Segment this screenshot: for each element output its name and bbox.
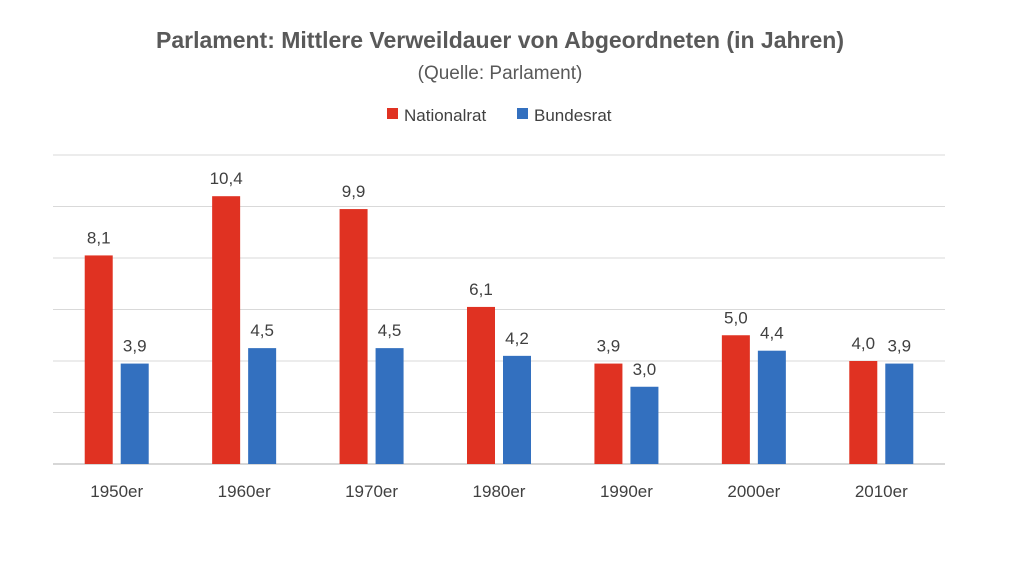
data-label-bundesrat-1960er: 4,5: [250, 321, 274, 340]
data-label-bundesrat-1990er: 3,0: [633, 360, 657, 379]
data-label-bundesrat-1970er: 4,5: [378, 321, 402, 340]
bar-nationalrat-1970er: [339, 209, 368, 464]
bars: [84, 196, 914, 464]
data-labels: 8,1 3,9 10,4 4,5 9,9 4,5 6,1 4,2 3,9 3,0 5,0 4,4 4,0…: [87, 169, 911, 379]
legend-swatch-bundesrat: [517, 108, 528, 119]
bar-bundesrat-1990er: [630, 386, 659, 464]
x-tick-label-2000er: 2000er: [727, 482, 780, 501]
data-label-nationalrat-1970er: 9,9: [342, 182, 366, 201]
bar-bundesrat-1960er: [248, 348, 277, 464]
x-tick-label-1980er: 1980er: [473, 482, 526, 501]
gridlines: [53, 154, 945, 465]
chart-subtitle: (Quelle: Parlament): [418, 63, 583, 84]
legend-swatch-nationalrat: [387, 108, 398, 119]
bar-bundesrat-1980er: [503, 355, 531, 464]
bar-nationalrat-2000er: [721, 335, 750, 464]
data-label-nationalrat-1980er: 6,1: [469, 280, 493, 299]
x-tick-label-1990er: 1990er: [600, 482, 653, 501]
data-label-bundesrat-2010er: 3,9: [887, 337, 911, 356]
bar-nationalrat-2010er: [849, 361, 878, 464]
data-label-bundesrat-2000er: 4,4: [760, 324, 784, 343]
bar-nationalrat-1960er: [212, 196, 241, 464]
data-label-bundesrat-1950er: 3,9: [123, 337, 147, 356]
legend: Nationalrat Bundesrat: [387, 106, 612, 125]
x-tick-label-2010er: 2010er: [855, 482, 908, 501]
bar-nationalrat-1950er: [84, 255, 113, 464]
data-label-nationalrat-2000er: 5,0: [724, 308, 748, 327]
bar-nationalrat-1990er: [594, 363, 623, 464]
chart-title: Parlament: Mittlere Verweildauer von Abg…: [156, 27, 844, 53]
bar-nationalrat-1980er: [467, 306, 495, 464]
legend-label-bundesrat: Bundesrat: [534, 106, 612, 125]
legend-label-nationalrat: Nationalrat: [404, 106, 486, 125]
bar-bundesrat-1970er: [375, 348, 404, 464]
x-axis-tick-labels: 1950er 1960er 1970er 1980er 1990er 2000er 2010…: [90, 482, 908, 501]
x-tick-label-1960er: 1960er: [218, 482, 271, 501]
bar-bundesrat-1950er: [120, 363, 149, 464]
data-label-bundesrat-1980er: 4,2: [505, 329, 529, 348]
data-label-nationalrat-1990er: 3,9: [597, 337, 621, 356]
data-label-nationalrat-1960er: 10,4: [210, 169, 243, 188]
bar-bundesrat-2010er: [885, 363, 914, 464]
x-tick-label-1970er: 1970er: [345, 482, 398, 501]
bar-bundesrat-2000er: [757, 350, 786, 464]
data-label-nationalrat-1950er: 8,1: [87, 228, 111, 247]
x-tick-label-1950er: 1950er: [90, 482, 143, 501]
data-label-nationalrat-2010er: 4,0: [851, 334, 875, 353]
